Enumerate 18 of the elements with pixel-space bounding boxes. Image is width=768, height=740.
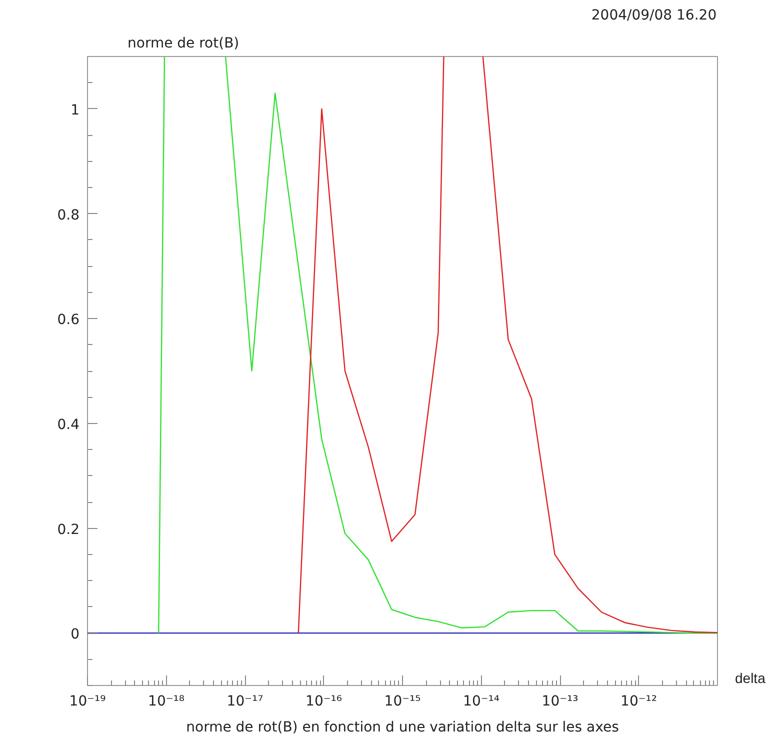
y-tick-label: 0.6 — [57, 312, 80, 328]
y-axis-title: norme de rot(B) — [128, 36, 240, 52]
text: 2004/09/08 16.20 — [591, 8, 717, 24]
y-tick-label: 0.8 — [57, 207, 80, 224]
x-tick-label: 10⁻¹⁶ — [306, 694, 342, 710]
x-tick-label: 10⁻¹³ — [542, 694, 578, 710]
x-axis-title: delta — [735, 669, 766, 688]
x-tick-label: 10⁻¹⁷ — [226, 694, 264, 710]
x-tick-label: 10⁻¹⁸ — [148, 694, 185, 710]
y-tick-label: 0.2 — [57, 522, 80, 538]
x-tick-label: 10⁻¹⁹ — [69, 694, 106, 710]
y-tick-label: 0.4 — [57, 416, 80, 433]
x-tick-label: 10⁻¹² — [620, 694, 657, 710]
y-tick-label: 0 — [70, 626, 80, 643]
y-tick-label: 1 — [70, 102, 80, 118]
text: norme de rot(B) en fonction d une variation delta sur les axes — [186, 720, 619, 736]
x-tick-label: 10⁻¹⁵ — [384, 694, 421, 710]
x-tick-label: 10⁻¹⁴ — [463, 694, 500, 710]
